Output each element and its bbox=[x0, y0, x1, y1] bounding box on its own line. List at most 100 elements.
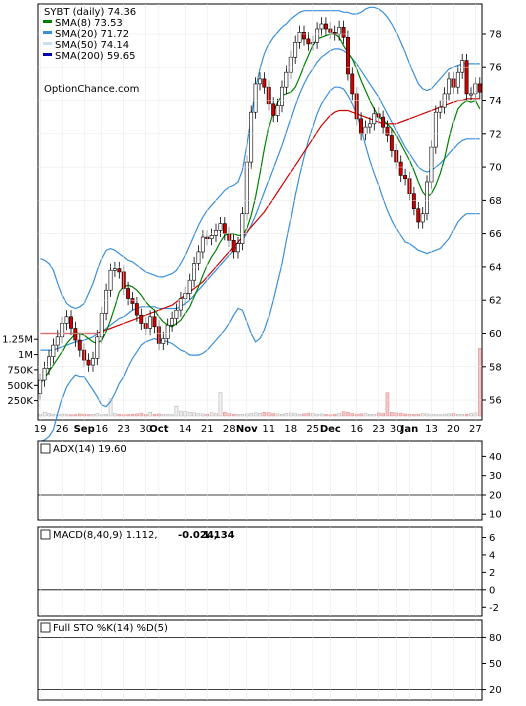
candle-body bbox=[306, 38, 311, 45]
candle-body bbox=[367, 123, 372, 128]
macd-tick-label: 4 bbox=[489, 550, 495, 561]
x-tick-label: 19 bbox=[34, 424, 47, 435]
candle-body bbox=[262, 78, 267, 88]
volume-bar bbox=[416, 413, 421, 417]
sto-tick-label: 80 bbox=[489, 633, 502, 644]
sto-tick-label: 50 bbox=[489, 659, 502, 670]
legend-entry: SMA(8) 73.53 bbox=[55, 18, 123, 29]
volume-bar bbox=[456, 413, 460, 417]
volume-bar bbox=[192, 412, 196, 417]
volume-bar bbox=[231, 413, 236, 417]
volume-bar bbox=[73, 414, 78, 417]
volume-bar bbox=[306, 412, 311, 417]
candle-body bbox=[200, 236, 205, 253]
candle-body bbox=[279, 86, 284, 106]
volume-bar bbox=[464, 413, 469, 417]
price-tick-label: 60 bbox=[489, 329, 502, 340]
candle-body bbox=[398, 161, 403, 176]
price-tick-label: 62 bbox=[489, 296, 502, 307]
candle-body bbox=[257, 78, 262, 85]
candle-body bbox=[236, 243, 240, 253]
candle-body bbox=[249, 111, 254, 163]
volume-bar bbox=[161, 414, 166, 417]
volume-tick-label: 1.25M bbox=[2, 335, 33, 346]
candle-body bbox=[460, 60, 465, 73]
volume-bar bbox=[403, 413, 407, 417]
volume-bar bbox=[469, 413, 473, 417]
x-tick-label: 23 bbox=[117, 424, 130, 435]
volume-bar bbox=[86, 414, 91, 417]
x-tick-label: 14 bbox=[179, 424, 192, 435]
candle-body bbox=[73, 328, 78, 341]
candle-body bbox=[165, 324, 170, 339]
candle-body bbox=[411, 193, 416, 209]
candle-body bbox=[51, 344, 56, 358]
adx-legend-box bbox=[40, 443, 51, 454]
legend-entry: SMA(200) 59.65 bbox=[55, 51, 136, 62]
candle-body bbox=[104, 289, 109, 314]
candle-body bbox=[42, 368, 47, 381]
legend-entry: SMA(50) 74.14 bbox=[55, 40, 129, 51]
sto-legend-label: Full STO %K(14) %D(5) bbox=[53, 623, 168, 634]
volume-bar bbox=[126, 414, 130, 417]
price-tick-label: 74 bbox=[489, 96, 502, 107]
volume-bar bbox=[398, 412, 403, 417]
volume-bar bbox=[69, 414, 73, 417]
volume-bar bbox=[77, 413, 82, 417]
macd-tick-label: 2 bbox=[489, 568, 495, 579]
candle-body bbox=[69, 316, 73, 329]
candle-body bbox=[433, 111, 438, 148]
x-tick-label: Sep bbox=[74, 424, 95, 435]
macd-legend-box bbox=[40, 529, 51, 540]
volume-bar bbox=[236, 414, 240, 417]
candle-body bbox=[381, 116, 385, 128]
x-tick-label: 16 bbox=[95, 424, 108, 435]
volume-tick-label: 1M bbox=[18, 350, 33, 361]
volume-bar bbox=[302, 413, 306, 417]
x-tick-label: 27 bbox=[469, 424, 482, 435]
volume-bar bbox=[64, 413, 69, 417]
sma20-line bbox=[40, 48, 480, 351]
legend-entry: SMA(20) 71.72 bbox=[55, 29, 129, 40]
volume-tick-label: 250K bbox=[7, 396, 33, 407]
price-panel-frame bbox=[37, 3, 483, 421]
bollinger-upper-line bbox=[39, 6, 480, 310]
volume-bar bbox=[293, 413, 297, 417]
price-tick-label: 70 bbox=[489, 163, 502, 174]
price-tick-label: 68 bbox=[489, 196, 502, 207]
volume-bar bbox=[174, 405, 179, 417]
adx-legend-label: ADX(14) 19.60 bbox=[53, 444, 127, 455]
adx-tick-label: 30 bbox=[489, 471, 502, 482]
volume-bar bbox=[447, 413, 451, 417]
volume-bar bbox=[390, 412, 394, 417]
volume-bar bbox=[108, 398, 113, 417]
volume-bar bbox=[319, 413, 324, 417]
candle-body bbox=[64, 316, 69, 324]
price-tick-label: 56 bbox=[489, 396, 502, 407]
candle-body bbox=[178, 298, 183, 311]
volume-bar bbox=[346, 412, 350, 417]
volume-bar bbox=[350, 413, 355, 417]
candle-body bbox=[385, 126, 390, 136]
volume-bar bbox=[381, 413, 385, 417]
volume-bar bbox=[179, 410, 183, 417]
volume-bar bbox=[170, 414, 174, 417]
volume-bar bbox=[249, 413, 254, 417]
candle-body bbox=[345, 36, 350, 75]
candle-body bbox=[438, 106, 443, 113]
macd-tick-label: 6 bbox=[489, 533, 495, 544]
volume-bar bbox=[42, 412, 47, 417]
bollinger-lower-line bbox=[39, 86, 480, 443]
candle-body bbox=[350, 73, 355, 95]
adx-tick-label: 20 bbox=[489, 490, 502, 501]
candle-body bbox=[420, 213, 425, 223]
candle-body bbox=[77, 339, 82, 351]
candle-body bbox=[46, 356, 51, 369]
x-tick-label: Jan bbox=[400, 424, 419, 435]
candle-body bbox=[284, 71, 289, 88]
volume-bar bbox=[442, 413, 447, 417]
candle-body bbox=[55, 336, 60, 346]
macd-tick-label: 0 bbox=[489, 585, 495, 596]
candle-body bbox=[253, 83, 258, 113]
